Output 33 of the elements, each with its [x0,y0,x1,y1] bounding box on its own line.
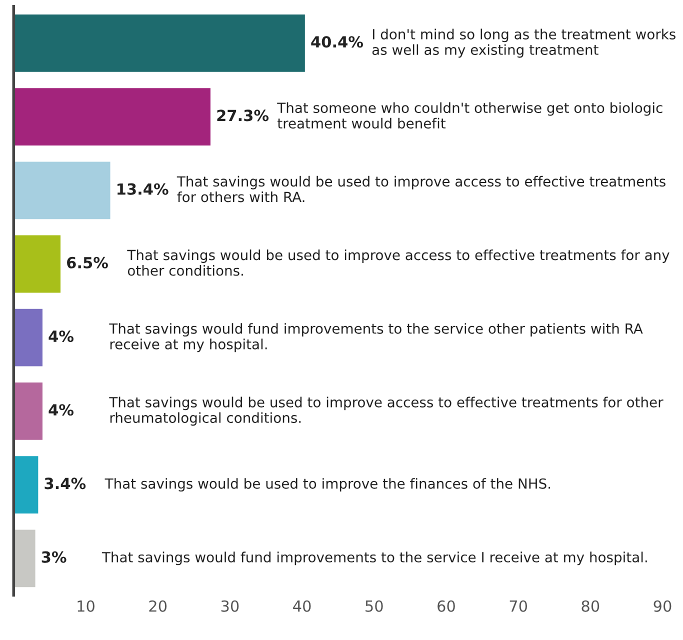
bar [14,88,210,146]
bar [14,308,42,366]
bar [14,382,42,440]
y-tick-label: That savings would fund improvements to the service I receive at my hospital. [102,552,647,566]
data-label: 27.3% [217,110,269,122]
y-tick-label: That savings would be used to improve access to effective treatments for others with RA. [176,176,666,202]
data-label: 4% [48,404,74,416]
y-tick-label: That savings would fund improvements to the service other patients with RA receive at my hospital. [109,323,643,352]
y-tick-label: That savings would be used to improve access to effective treatments for other rheumatological conditions. [109,396,664,426]
bar [14,235,61,293]
x-tick-label: 10 [78,600,94,612]
data-label: 3% [42,551,66,563]
data-label: 13.4% [118,183,168,195]
x-tick-label: 70 [510,600,528,612]
y-tick-label: That savings would be used to improve the finances of the NHS. [104,478,550,492]
x-tick-label: 80 [582,600,600,612]
data-label: 3.4% [44,478,86,490]
x-tick-label: 50 [366,600,383,612]
x-tick-label: 30 [221,600,239,612]
y-tick-label: That savings would be used to improve access to effective treatments for any other conditions. [127,250,670,276]
bar [14,14,305,72]
bar [14,456,38,514]
data-label: 4% [48,330,74,342]
x-tick-label: 20 [149,600,167,612]
y-tick-label: I don't mind so long as the treatment works as well as my existing treatment [372,28,676,58]
y-tick-label: That someone who couldn't otherwise get onto biologic treatment would benefit [277,102,662,129]
data-label: 40.4% [311,36,363,48]
x-tick-label: 60 [438,600,455,612]
data-label: 6.5% [67,256,108,268]
x-tick-label: 40 [293,600,311,612]
bar [14,530,36,588]
bar [14,162,110,220]
x-tick-label: 90 [654,600,672,612]
